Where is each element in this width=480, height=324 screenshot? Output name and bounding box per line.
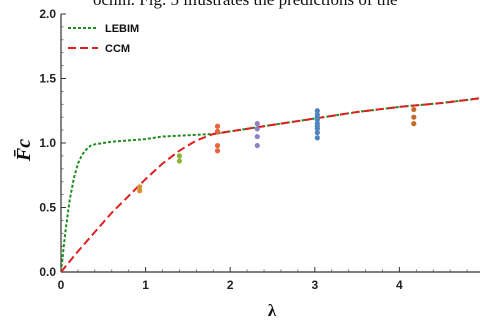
x-tick-label: 2 — [227, 278, 234, 292]
x-axis-label: λ — [268, 301, 277, 320]
data-point — [254, 126, 260, 132]
y-tick-label: 2.0 — [39, 7, 56, 21]
x-tick-label: 3 — [311, 278, 318, 292]
legend-label-lebim: LEBIM — [105, 23, 139, 35]
data-point — [214, 148, 221, 154]
data-point — [176, 153, 183, 159]
series-line-lebim — [61, 97, 480, 272]
x-tick-label: 4 — [396, 278, 403, 292]
series-layer — [61, 97, 480, 272]
x-tick-label: 0 — [58, 278, 65, 292]
data-point — [314, 130, 320, 136]
data-point — [314, 135, 320, 141]
data-point — [214, 142, 221, 149]
legend: LEBIM CCM — [68, 23, 139, 55]
data-point — [411, 106, 417, 113]
data-point — [411, 121, 417, 127]
series-line-ccm — [61, 97, 480, 272]
y-tick-label: 0.5 — [39, 201, 56, 215]
data-point — [314, 112, 320, 118]
y-tick-label: 0.0 — [39, 265, 56, 279]
data-point — [214, 128, 221, 134]
data-point — [254, 142, 260, 149]
data-point — [137, 188, 143, 194]
y-tick-label: 1.5 — [39, 72, 56, 86]
data-point — [314, 108, 320, 114]
axes: 0123450.00.51.01.52.0 — [39, 7, 480, 292]
page-text-fragment: ochin. Fig. 5 illustrates the prediction… — [93, 0, 398, 10]
data-point — [314, 121, 320, 127]
points-layer — [137, 106, 417, 194]
data-point — [176, 158, 183, 164]
data-point — [254, 121, 260, 127]
data-point — [214, 123, 221, 129]
data-point — [411, 114, 417, 120]
data-point — [137, 184, 143, 190]
data-point — [254, 133, 260, 140]
x-tick-label: 1 — [142, 278, 149, 292]
y-tick-label: 1.0 — [39, 136, 56, 150]
legend-label-ccm: CCM — [105, 43, 130, 55]
y-axis-label: F̄c — [13, 139, 35, 162]
